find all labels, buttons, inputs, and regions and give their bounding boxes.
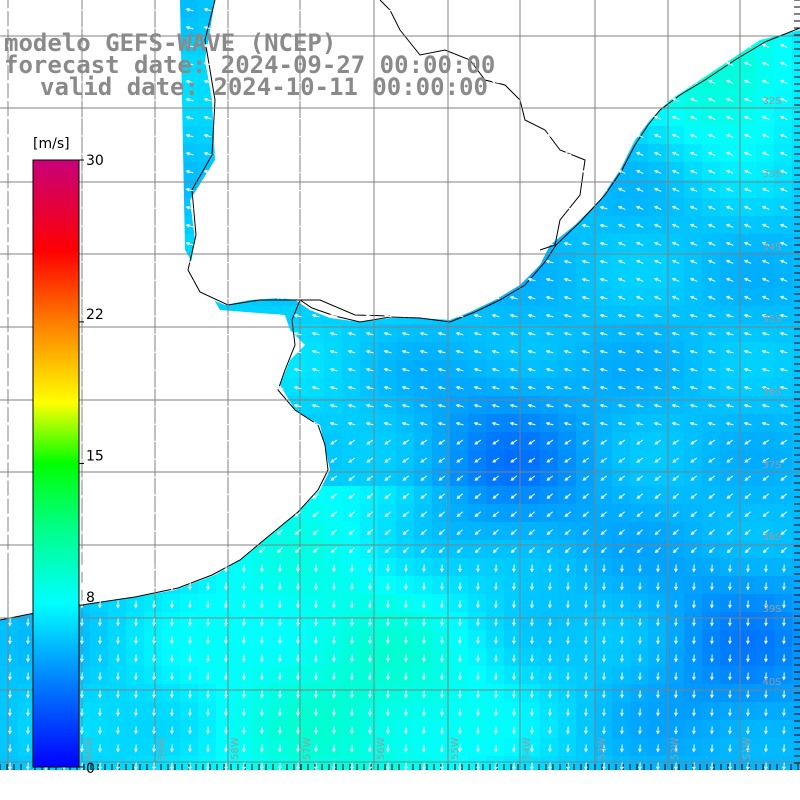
- lon-label: 53W: [597, 737, 608, 760]
- lat-label: 35S: [762, 314, 781, 325]
- colorbar-tick-label: 0: [86, 761, 95, 777]
- lat-label: 33S: [762, 169, 781, 180]
- lat-label: 40S: [762, 677, 781, 688]
- lat-label: 32S: [762, 96, 781, 107]
- colorbar: [m/s] 30 22 15 8 0: [32, 136, 104, 777]
- lon-label: 55W: [450, 737, 461, 760]
- lon-label: 51W: [742, 737, 753, 760]
- lon-label: 52W: [670, 737, 681, 760]
- colorbar-gradient: [32, 159, 80, 768]
- colorbar-ticks: 30 22 15 8 0: [79, 153, 104, 777]
- lat-label: 37S: [762, 460, 781, 471]
- lat-label: 36S: [762, 387, 781, 398]
- colorbar-unit: [m/s]: [33, 136, 70, 152]
- latitude-labels: 32S 33S 34S 35S 36S 37S 38S 39S 40S: [762, 96, 781, 688]
- lat-label: 38S: [762, 532, 781, 543]
- lon-label: 60W: [84, 737, 95, 760]
- lon-label: 54W: [522, 737, 533, 760]
- longitude-labels: 60W 59W 58W 57W 56W 55W 54W 53W 52W 51W: [84, 737, 753, 760]
- colorbar-tick-label: 30: [86, 153, 104, 169]
- colorbar-tick-label: 22: [86, 307, 104, 323]
- lat-label: 39S: [762, 604, 781, 615]
- forecast-date: forecast date: 2024-09-27 00:00:00: [4, 51, 496, 79]
- land-mass: [0, 0, 800, 620]
- lat-lon-grid: [0, 0, 800, 770]
- lon-label: 57W: [302, 737, 313, 760]
- lon-label: 56W: [376, 737, 387, 760]
- lon-label: 58W: [230, 737, 241, 760]
- model-title: modelo GEFS-WAVE (NCEP): [4, 29, 337, 57]
- valid-date: valid date: 2024-10-11 00:00:00: [40, 73, 488, 101]
- lon-label: 59W: [157, 737, 168, 760]
- colorbar-tick-label: 8: [86, 590, 95, 606]
- lat-label: 34S: [762, 242, 781, 253]
- colorbar-tick-label: 15: [86, 449, 104, 465]
